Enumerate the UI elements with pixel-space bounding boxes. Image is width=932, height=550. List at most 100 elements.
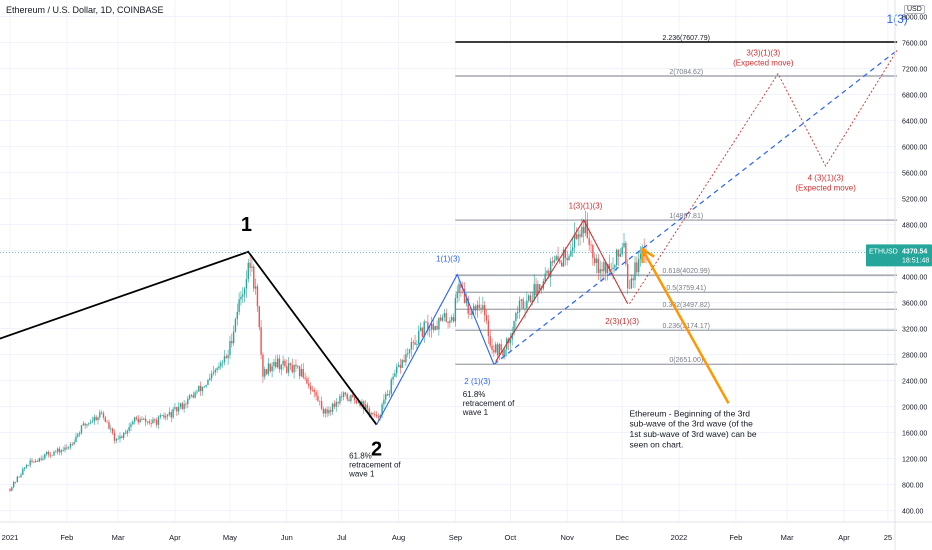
candle-body — [221, 362, 224, 364]
candle-body — [350, 394, 352, 402]
candle-body — [170, 412, 172, 418]
candle-body — [276, 358, 279, 368]
candle-body — [432, 323, 435, 331]
candle-body — [320, 401, 323, 409]
candle-body — [218, 366, 220, 369]
candle-body — [155, 419, 158, 425]
candle-body — [223, 356, 226, 363]
candle-body — [469, 313, 471, 315]
candle-body — [16, 476, 19, 482]
candle-body — [42, 458, 44, 460]
candle-body — [526, 300, 528, 309]
candle-body — [478, 304, 480, 309]
candle-body — [56, 448, 59, 452]
candle-body — [111, 428, 114, 433]
candle-body — [238, 299, 240, 312]
x-tick-label: Mar — [781, 533, 794, 542]
annotation-comment: 1st sub-wave of 3rd wave) can be — [630, 429, 757, 439]
candle-body — [592, 245, 594, 259]
y-tick-label: 1200.00 — [902, 457, 927, 464]
candle-body — [11, 487, 13, 491]
candle-body — [429, 329, 431, 331]
candle-body — [141, 419, 143, 421]
candle-body — [77, 434, 79, 437]
candle-body — [619, 254, 622, 257]
candle-body — [566, 258, 568, 261]
candle-body — [531, 300, 534, 303]
symbol-title[interactable]: Ethereum / U.S. Dollar, 1D, COINBASE — [6, 5, 164, 15]
annotation-note: retracement of — [349, 461, 401, 470]
candle-body — [496, 344, 499, 356]
annotation-comment: Ethereum - Beginning of the 3rd — [630, 408, 751, 418]
candle-body — [86, 424, 88, 426]
candle-body — [106, 421, 108, 423]
candle-body — [225, 356, 227, 358]
candle-body — [93, 416, 96, 422]
candle-body — [12, 481, 15, 488]
candle-body — [286, 366, 288, 373]
y-tick-label: 5600.00 — [902, 171, 927, 178]
candle-body — [539, 284, 541, 290]
candle-body — [311, 389, 314, 391]
candle-body — [615, 249, 618, 266]
candle-body — [597, 258, 600, 274]
y-tick-label: 6000.00 — [902, 145, 927, 152]
candle-body — [71, 444, 74, 445]
x-tick-label: Dec — [616, 533, 630, 542]
candle-body — [363, 401, 365, 410]
candle-body — [179, 403, 182, 407]
candle-body — [9, 489, 11, 491]
candle-body — [135, 417, 138, 419]
candle-body — [132, 421, 134, 425]
candle-body — [282, 360, 284, 365]
candle-body — [157, 417, 160, 425]
candle-body — [535, 284, 537, 296]
candle-body — [253, 266, 255, 289]
candle-body — [509, 339, 512, 344]
candle-body — [69, 444, 72, 448]
currency-badge[interactable]: USD — [904, 5, 925, 14]
candle-body — [192, 395, 194, 398]
candle-body — [626, 264, 629, 289]
candle-body — [425, 321, 427, 323]
candle-body — [25, 465, 28, 468]
candle-body — [124, 432, 127, 434]
candle-body — [243, 288, 246, 295]
candle-body — [319, 400, 321, 402]
candle-body — [144, 418, 147, 422]
candle-body — [113, 432, 116, 441]
candle-body — [20, 474, 22, 477]
candle-body — [599, 269, 601, 274]
candle-body — [51, 455, 53, 457]
candle-body — [297, 366, 299, 368]
candle-body — [582, 226, 585, 234]
annotation-note: wave 1 — [462, 408, 489, 417]
candle-body — [139, 419, 141, 423]
candle-body — [456, 292, 458, 299]
candle-body — [317, 395, 319, 401]
candle-body — [628, 288, 631, 289]
candle-body — [396, 366, 398, 374]
trend-dashed-line — [493, 49, 898, 365]
candle-body — [586, 220, 589, 239]
candle-body — [419, 327, 422, 332]
candle-body — [559, 260, 561, 263]
candle-body — [240, 296, 242, 300]
candle-body — [588, 238, 590, 245]
candle-body — [31, 460, 33, 462]
candle-body — [374, 414, 376, 415]
candle-body — [47, 451, 50, 455]
candle-body — [397, 364, 400, 367]
candle-body — [577, 234, 579, 239]
candle-body — [60, 450, 63, 453]
candle-body — [271, 365, 273, 372]
candle-body — [174, 407, 176, 409]
candle-body — [289, 363, 292, 366]
candle-body — [234, 318, 237, 332]
candle-body — [207, 380, 209, 385]
candle-body — [23, 467, 26, 469]
candle-body — [181, 403, 183, 409]
x-tick-label: May — [223, 533, 237, 542]
